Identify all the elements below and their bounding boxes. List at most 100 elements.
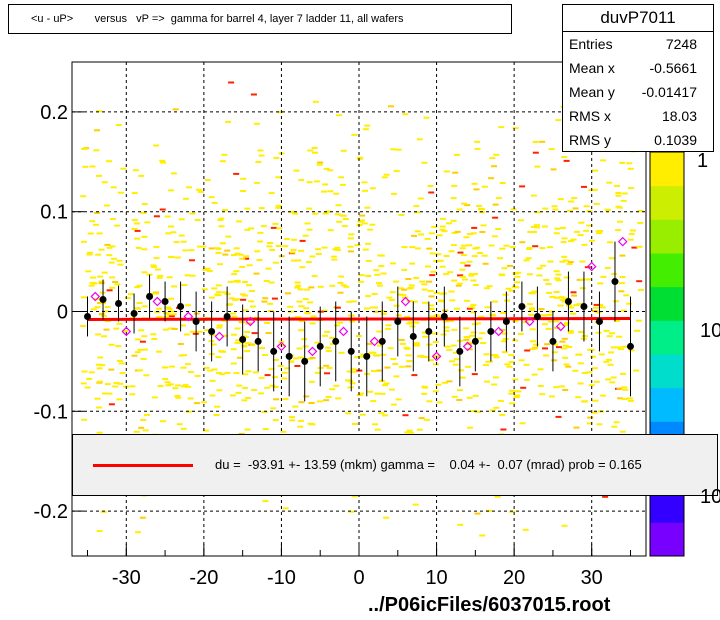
density-cell [138, 426, 145, 429]
density-cell [159, 208, 166, 211]
density-cell [465, 341, 472, 344]
density-cell [453, 307, 460, 310]
density-cell [393, 170, 400, 173]
density-cell [365, 295, 372, 298]
density-cell [433, 355, 439, 358]
density-cell [324, 372, 330, 375]
density-cell [464, 336, 471, 339]
density-cell [249, 305, 256, 308]
density-cell [166, 307, 173, 310]
density-cell [180, 240, 187, 243]
density-cell [596, 232, 603, 235]
colorbar-step [650, 253, 684, 288]
density-cell [501, 332, 508, 335]
density-cell [241, 281, 248, 283]
density-cell [292, 212, 299, 215]
density-cell [150, 264, 157, 267]
density-cell [522, 528, 529, 531]
density-cell [134, 351, 141, 354]
density-cell [258, 392, 264, 395]
density-cell [96, 530, 103, 533]
density-cell [440, 333, 447, 336]
grid-layer [72, 62, 646, 556]
density-cell [388, 105, 394, 108]
density-cell [288, 360, 295, 363]
density-cell [401, 246, 408, 249]
density-cell [211, 201, 218, 204]
density-cell [387, 347, 394, 350]
density-cell [253, 122, 260, 125]
density-cell [563, 159, 570, 162]
density-cell [435, 253, 442, 256]
density-cell [619, 430, 626, 433]
density-cell [134, 286, 141, 289]
density-cell [581, 335, 588, 337]
density-cell [292, 405, 299, 408]
density-cell [185, 385, 192, 388]
density-cell [399, 342, 406, 345]
density-cell [348, 510, 355, 513]
density-cell [168, 315, 175, 318]
density-cell [529, 307, 535, 310]
stats-value: 7248 [665, 36, 697, 52]
density-cell [295, 259, 302, 262]
density-cell [254, 250, 261, 253]
density-cell [560, 241, 567, 244]
density-cell [96, 367, 103, 370]
density-cell [567, 209, 573, 212]
density-cell [486, 509, 493, 512]
density-cell [360, 353, 367, 356]
density-cell [168, 327, 175, 330]
density-cell [423, 116, 430, 119]
density-cell [337, 291, 344, 294]
density-cell [188, 249, 195, 252]
density-cell [98, 313, 105, 316]
density-cell [471, 373, 478, 376]
density-cell [451, 328, 458, 331]
density-cell [449, 299, 456, 302]
x-tick-label: 20 [503, 567, 525, 589]
colorbar-tick-label: 1 [697, 150, 709, 172]
density-cell [514, 275, 521, 278]
density-cell [532, 141, 539, 143]
density-cell [547, 320, 554, 323]
density-cell [616, 387, 623, 390]
density-cell [512, 339, 519, 342]
density-cell [183, 333, 190, 336]
density-cell [308, 286, 315, 289]
data-point [611, 278, 619, 286]
density-cell [461, 254, 467, 257]
density-cell [211, 368, 218, 371]
density-cell [243, 257, 250, 260]
density-cell [570, 291, 577, 294]
density-cell [473, 188, 480, 191]
density-cell [287, 305, 294, 308]
density-cell [599, 306, 606, 309]
density-cell [558, 385, 565, 388]
density-cell [347, 250, 354, 253]
density-cell [142, 348, 148, 351]
density-cell [460, 244, 467, 247]
density-cell [273, 398, 280, 401]
density-cell [232, 298, 239, 301]
density-cell [573, 426, 580, 429]
density-cell [294, 281, 301, 284]
density-cell [443, 329, 450, 332]
density-cell [489, 157, 496, 160]
density-cell [573, 230, 580, 233]
diamond-point [121, 326, 132, 337]
density-cell [417, 197, 424, 200]
density-cell [89, 281, 96, 284]
density-cell [370, 400, 377, 403]
density-cell [267, 302, 274, 305]
density-cell [167, 383, 174, 386]
density-cell [447, 271, 454, 274]
density-cell [261, 410, 268, 413]
stats-name: duvP7011 [563, 5, 713, 32]
density-cell [263, 280, 270, 282]
density-cell [454, 230, 461, 233]
density-cell [562, 356, 569, 359]
density-cell [329, 284, 336, 287]
data-point [595, 317, 603, 325]
density-cell [619, 161, 626, 164]
